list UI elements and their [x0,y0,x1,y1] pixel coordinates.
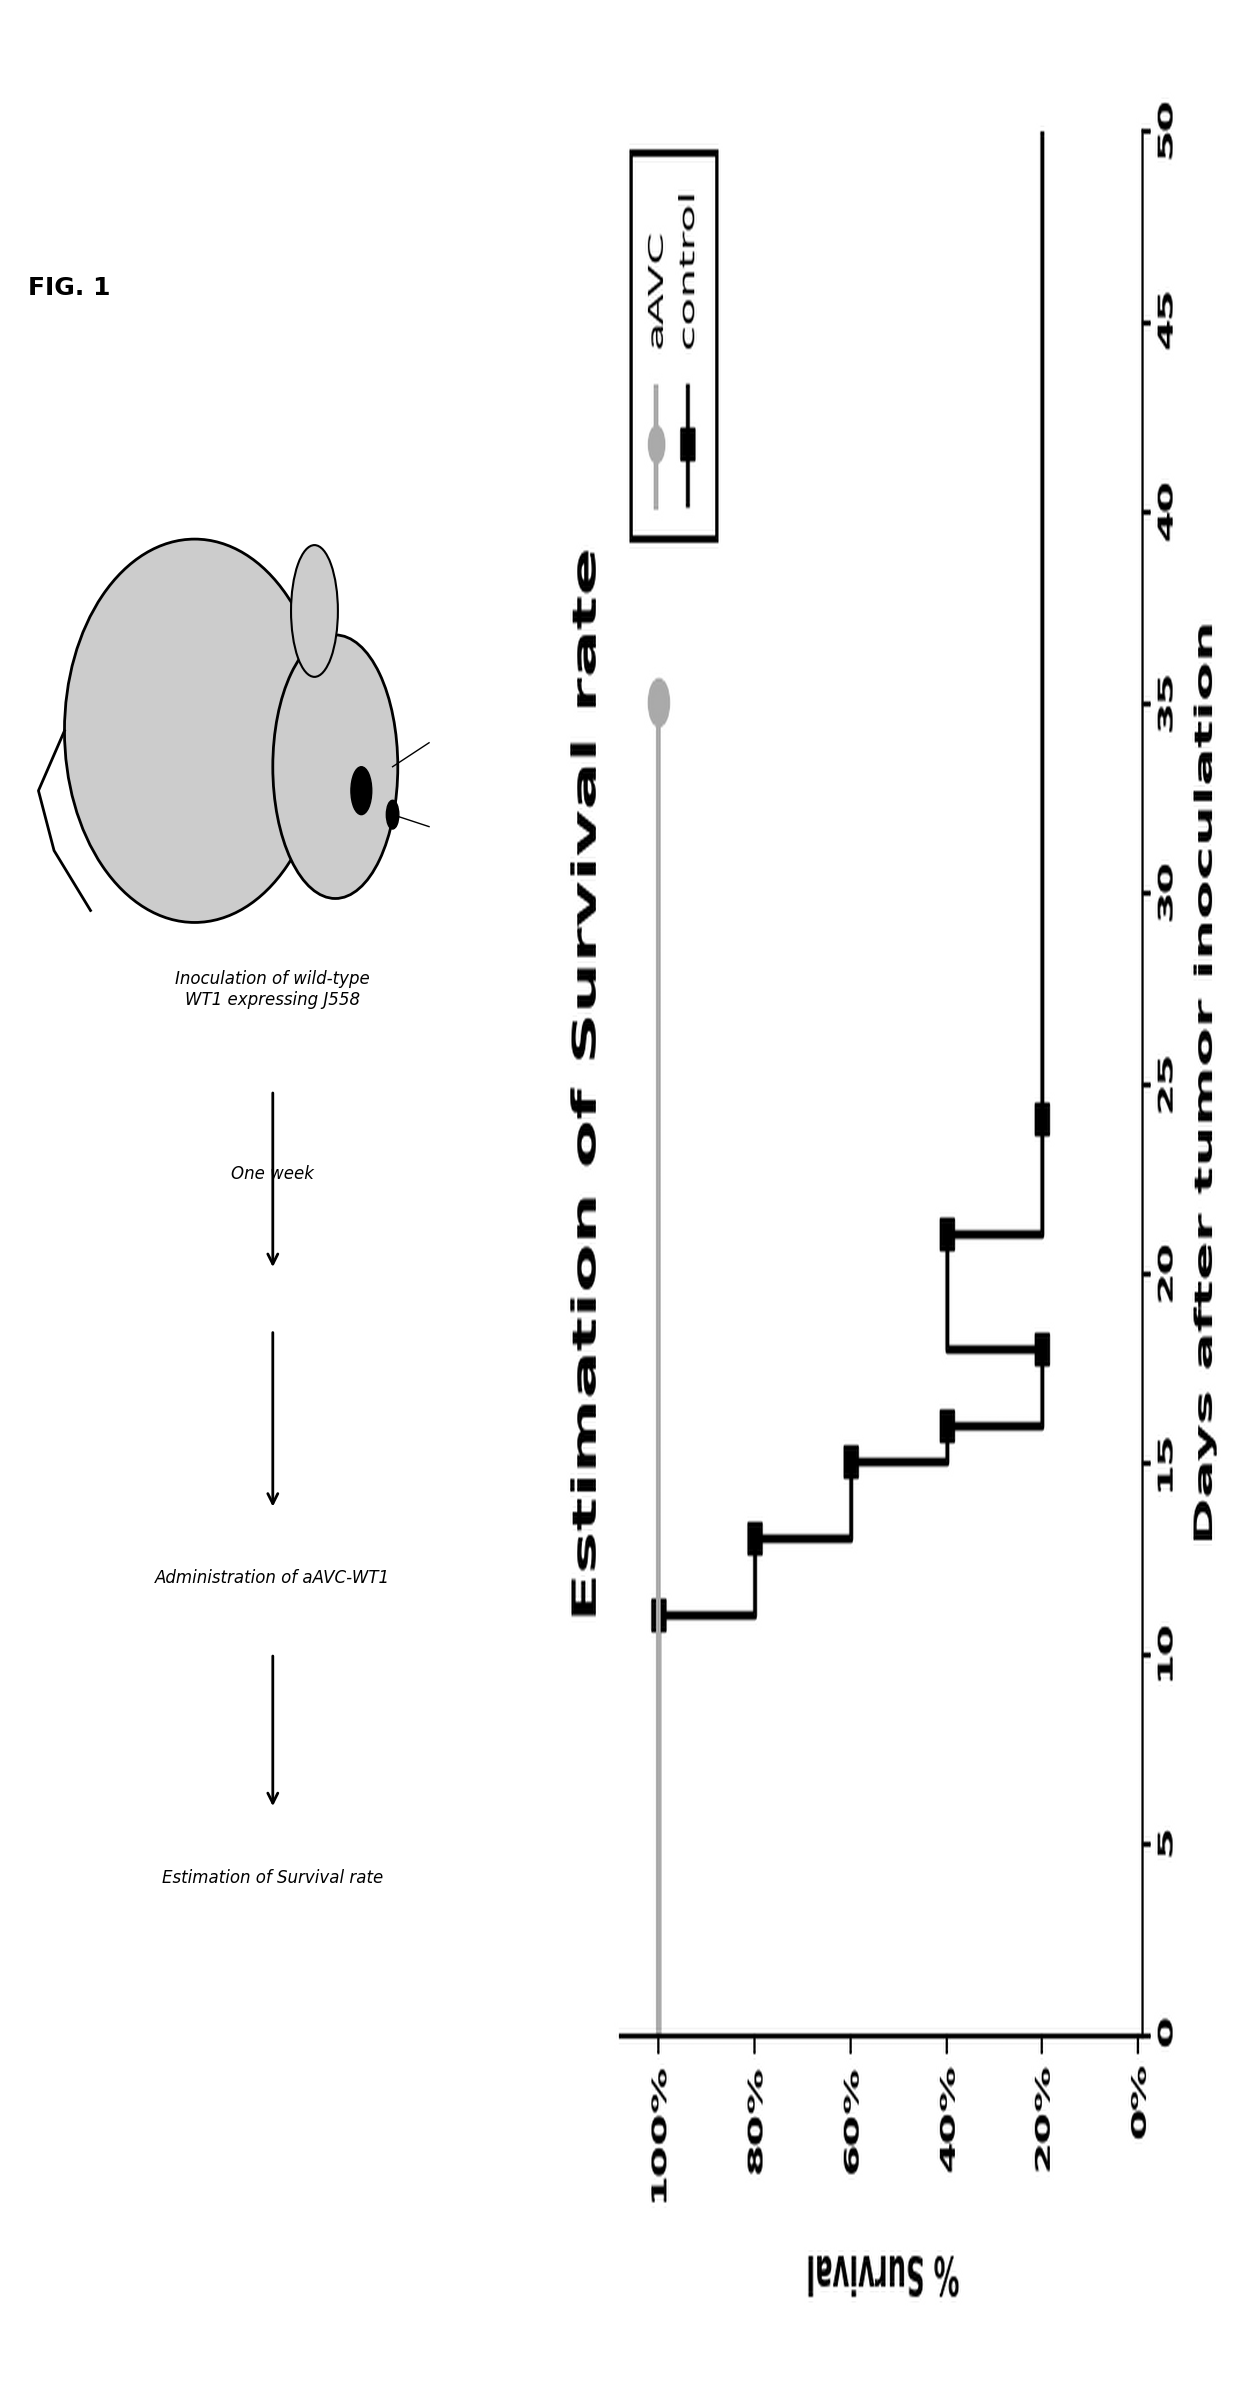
Ellipse shape [273,635,398,898]
Text: Estimation of Survival rate: Estimation of Survival rate [162,1869,383,1888]
Circle shape [351,767,372,815]
Text: One week: One week [232,1164,314,1184]
Text: Inoculation of wild-type
WT1 expressing J558: Inoculation of wild-type WT1 expressing … [175,970,371,1009]
Text: FIG. 1: FIG. 1 [29,276,110,300]
Text: Administration of aAVC-WT1: Administration of aAVC-WT1 [155,1569,391,1589]
Circle shape [387,800,399,829]
Ellipse shape [64,539,325,922]
Ellipse shape [291,544,339,676]
